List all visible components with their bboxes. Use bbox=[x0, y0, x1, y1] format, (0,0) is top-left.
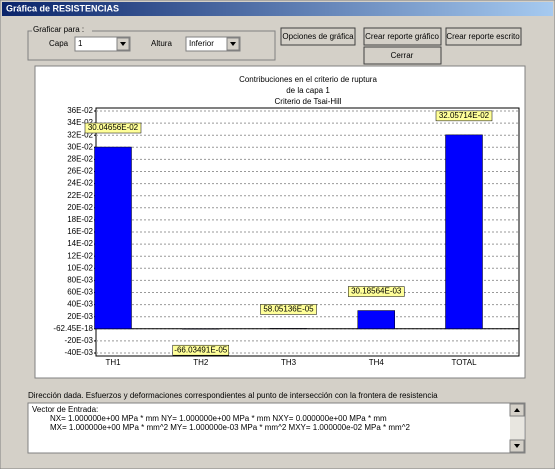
button-label: Crear reporte gráfico bbox=[365, 32, 439, 41]
x-tick-label: TH2 bbox=[193, 358, 209, 367]
button[interactable] bbox=[445, 27, 522, 46]
y-tick-label: -62.45E-18 bbox=[53, 324, 93, 333]
x-tick-label: TH4 bbox=[369, 358, 385, 367]
y-tick-label: 10E-02 bbox=[67, 263, 93, 272]
y-tick-label: 60E-03 bbox=[67, 288, 93, 297]
button-label: Crear reporte escrito bbox=[446, 32, 520, 41]
button-label: Cerrar bbox=[391, 51, 414, 60]
arrow-icon bbox=[230, 42, 236, 46]
value-label: 32.05714E-02 bbox=[439, 111, 490, 120]
y-tick-label: 12E-02 bbox=[67, 251, 93, 260]
y-tick-label: 40E-03 bbox=[67, 300, 93, 309]
group-gap bbox=[32, 26, 92, 34]
y-tick-label: 18E-02 bbox=[67, 215, 93, 224]
capa-combo[interactable] bbox=[74, 36, 131, 52]
title-bar bbox=[2, 2, 553, 16]
bar bbox=[445, 134, 483, 330]
group-label: Graficar para : bbox=[33, 25, 84, 34]
y-tick-label: 16E-02 bbox=[67, 227, 93, 236]
y-tick-label: 36E-02 bbox=[67, 106, 93, 115]
bar bbox=[94, 146, 132, 330]
capa-label: Capa bbox=[49, 39, 69, 48]
bar bbox=[357, 310, 395, 330]
value-label-box bbox=[348, 286, 405, 297]
arrow-icon bbox=[120, 42, 126, 46]
y-tick-label: 20E-03 bbox=[67, 312, 93, 321]
x-tick-label: TH1 bbox=[105, 358, 121, 367]
window-title: Gráfica de RESISTENCIAS bbox=[6, 3, 119, 13]
value-label: 58.05136E-05 bbox=[263, 305, 314, 314]
chart-title: Criterio de Tsai-Hill bbox=[275, 97, 342, 106]
button[interactable] bbox=[363, 46, 442, 65]
y-tick-label: 26E-02 bbox=[67, 167, 93, 176]
output-caption: Dirección dada. Esfuerzos y deformacione… bbox=[28, 391, 438, 400]
x-tick-label: TH3 bbox=[281, 358, 297, 367]
group-box bbox=[27, 30, 276, 61]
y-tick-label: 30E-02 bbox=[67, 142, 93, 151]
y-tick-label: 24E-02 bbox=[67, 179, 93, 188]
output-line: Vector de Entrada: bbox=[32, 405, 98, 414]
value-label-box bbox=[172, 344, 229, 356]
value-label: 30.18564E-03 bbox=[351, 287, 402, 296]
button[interactable] bbox=[280, 27, 356, 46]
value-label: -66.03491E-05 bbox=[174, 345, 227, 354]
value-label-box bbox=[260, 304, 317, 315]
y-tick-label: 22E-02 bbox=[67, 191, 93, 200]
y-tick-label: 14E-02 bbox=[67, 239, 93, 248]
y-tick-label: 34E-02 bbox=[67, 118, 93, 127]
button-label: Opciones de gráfica bbox=[282, 32, 354, 41]
capa-value: 1 bbox=[78, 39, 83, 48]
y-tick-label: -20E-03 bbox=[65, 336, 94, 345]
y-tick-label: 32E-02 bbox=[67, 130, 93, 139]
value-label: 30.04656E-02 bbox=[88, 123, 139, 132]
y-tick-label: 28E-02 bbox=[67, 155, 93, 164]
arrow-icon bbox=[514, 408, 520, 412]
altura-value: Inferior bbox=[189, 39, 214, 48]
value-label-box bbox=[435, 110, 493, 122]
x-tick-label: TOTAL bbox=[451, 358, 477, 367]
arrow-icon bbox=[514, 444, 520, 448]
button[interactable] bbox=[363, 27, 442, 46]
y-tick-label: 80E-03 bbox=[67, 276, 93, 285]
chart-title: Contribuciones en el criterio de ruptura bbox=[239, 75, 377, 84]
value-label-box bbox=[84, 122, 142, 134]
output-box bbox=[27, 402, 526, 454]
output-line: NX= 1.000000e+00 MPa * mm NY= 1.000000e+… bbox=[50, 414, 387, 423]
y-tick-label: -40E-03 bbox=[65, 348, 94, 357]
output-line: MX= 1.000000e+00 MPa * mm^2 MY= 1.000000… bbox=[50, 423, 410, 432]
y-tick-label: 20E-02 bbox=[67, 203, 93, 212]
altura-label: Altura bbox=[151, 39, 172, 48]
chart-title: de la capa 1 bbox=[286, 86, 330, 95]
